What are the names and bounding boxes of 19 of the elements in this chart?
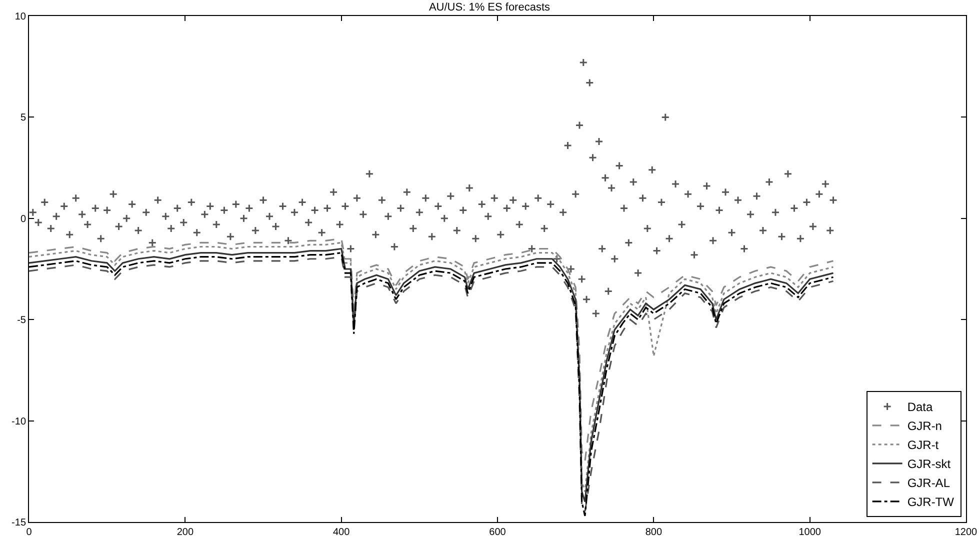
x-tick-label: 1200 bbox=[954, 527, 978, 538]
y-tick-label: -10 bbox=[12, 416, 26, 428]
x-tick-label: 800 bbox=[645, 527, 662, 538]
x-tick-label: 600 bbox=[489, 527, 506, 538]
y-tick-label: 10 bbox=[14, 12, 26, 22]
legend-label: GJR-TW bbox=[907, 495, 955, 510]
y-tick-label: 5 bbox=[20, 112, 26, 124]
x-tick-label: 200 bbox=[176, 527, 194, 538]
legend-label: GJR-AL bbox=[907, 476, 950, 490]
legend-label: Data bbox=[907, 400, 933, 414]
chart-title: AU/US: 1% ES forecasts bbox=[428, 1, 551, 14]
x-tick-label: 1000 bbox=[798, 527, 822, 538]
legend-label: GJR-skt bbox=[907, 457, 952, 472]
y-tick-label: 0 bbox=[20, 214, 26, 225]
legend-label: GJR-t bbox=[907, 438, 940, 452]
x-tick-label: 400 bbox=[332, 527, 350, 538]
y-tick-label: -5 bbox=[17, 315, 26, 326]
y-tick-label: -15 bbox=[12, 518, 26, 528]
legend-label: GJR-n bbox=[907, 419, 942, 434]
